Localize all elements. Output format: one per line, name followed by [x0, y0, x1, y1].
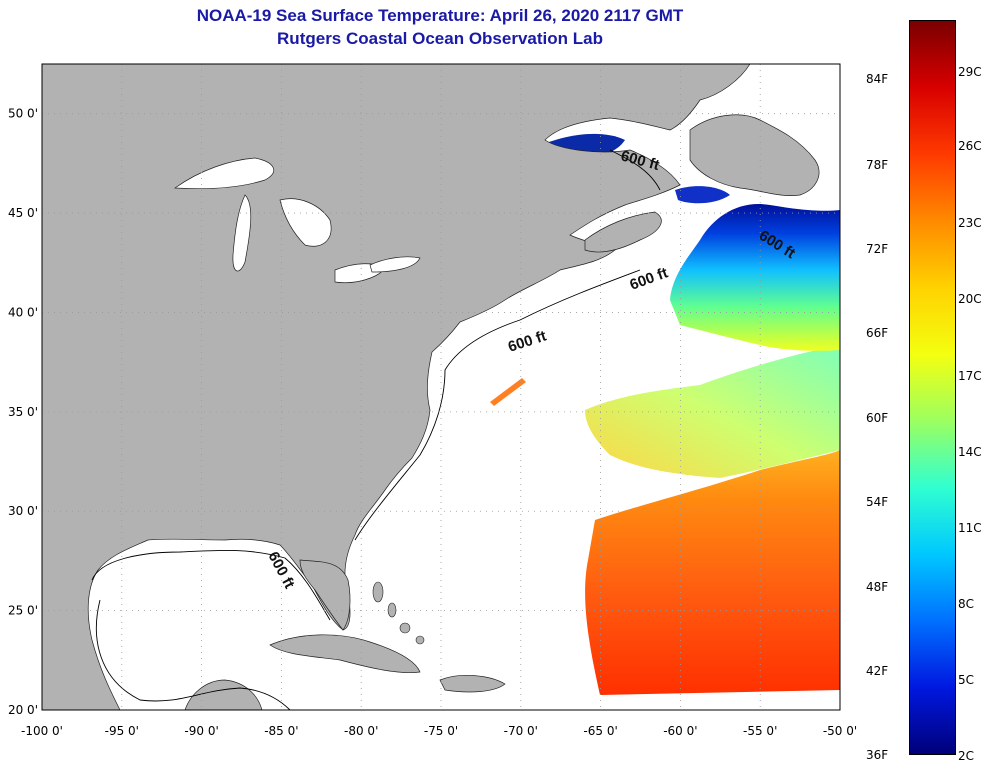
longitude-tick-label: -70 0' — [504, 724, 538, 738]
colorbar-fahrenheit-label: 78F — [866, 158, 889, 172]
great-lakes — [173, 157, 421, 284]
colorbar-fahrenheit-label: 84F — [866, 72, 889, 86]
colorbar-fahrenheit-label: 72F — [866, 242, 889, 256]
colorbar-fahrenheit-label: 48F — [866, 580, 889, 594]
sst-mid-field — [585, 345, 840, 478]
longitude-tick-label: -75 0' — [424, 724, 458, 738]
land-nova-scotia — [584, 211, 662, 253]
colorbar-celsius-label: 14C — [958, 445, 982, 459]
colorbar-fahrenheit-label: 66F — [866, 326, 889, 340]
latitude-labels: 50 0' 45 0' 40 0' 35 0' 30 0' 25 0' 20 0' — [8, 107, 38, 717]
longitude-tick-label: -55 0' — [743, 724, 777, 738]
sst-cabot-strait — [675, 186, 730, 204]
colorbar-fahrenheit-label: 54F — [866, 495, 889, 509]
sst-cold-field — [670, 204, 840, 351]
sst-gulfstream-streak — [490, 378, 526, 406]
longitude-tick-label: -85 0' — [264, 724, 298, 738]
latitude-tick-label: 35 0' — [8, 405, 38, 419]
colorbar-fahrenheit-label: 60F — [866, 411, 889, 425]
land-north-america — [42, 64, 751, 710]
colorbar-celsius-label: 20C — [958, 292, 982, 306]
latitude-tick-label: 50 0' — [8, 107, 38, 121]
colorbar-celsius-label: 23C — [958, 216, 982, 230]
map-title: NOAA-19 Sea Surface Temperature: April 2… — [196, 6, 684, 25]
longitude-tick-label: -95 0' — [105, 724, 139, 738]
colorbar-celsius-label: 2C — [958, 749, 975, 763]
latitude-tick-label: 45 0' — [8, 206, 38, 220]
land-cuba — [269, 634, 421, 674]
colorbar-celsius-label: 8C — [958, 597, 975, 611]
colorbar-fahrenheit-label: 42F — [866, 664, 889, 678]
land-florida-detail — [299, 559, 351, 631]
land-hispaniola — [439, 675, 506, 693]
longitude-labels: -100 0' -95 0' -90 0' -85 0' -80 0' -75 0' -70… — [21, 724, 857, 738]
colorbar-celsius-label: 29C — [958, 65, 982, 79]
longitude-tick-label: -65 0' — [583, 724, 617, 738]
colorbar-celsius-label: 26C — [958, 139, 982, 153]
color-scale-bar — [909, 20, 956, 755]
land-newfoundland — [689, 114, 820, 196]
latitude-tick-label: 40 0' — [8, 305, 38, 319]
longitude-tick-label: -100 0' — [21, 724, 63, 738]
colorbar-celsius-label: 17C — [958, 369, 982, 383]
plot-frame — [41, 63, 841, 711]
colorbar-celsius-label: 5C — [958, 673, 975, 687]
latitude-tick-label: 20 0' — [8, 703, 38, 717]
latitude-tick-label: 25 0' — [8, 604, 38, 618]
isobath-600ft — [91, 149, 661, 710]
land-bahamas — [372, 581, 425, 645]
longitude-tick-label: -50 0' — [823, 724, 857, 738]
longitude-tick-label: -90 0' — [184, 724, 218, 738]
latitude-tick-label: 30 0' — [8, 504, 38, 518]
longitude-tick-label: -80 0' — [344, 724, 378, 738]
colorbar-fahrenheit-label: 36F — [866, 748, 889, 762]
longitude-tick-label: -60 0' — [663, 724, 697, 738]
map-subtitle: Rutgers Coastal Ocean Observation Lab — [277, 29, 603, 48]
colorbar-celsius-label: 11C — [958, 521, 982, 535]
